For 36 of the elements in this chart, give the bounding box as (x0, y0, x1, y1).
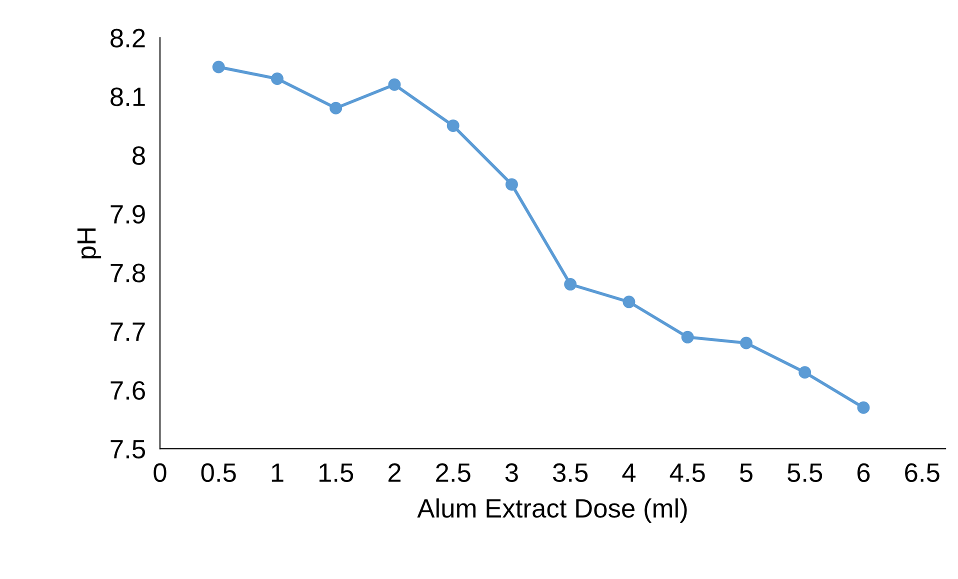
point (740, 336, 752, 350)
x-tick-label: 4 (622, 464, 636, 482)
x-tick-label: 1 (272, 464, 284, 482)
y-tick-label: 8 (132, 146, 145, 165)
point (857, 401, 870, 414)
point (330, 102, 342, 114)
x-tick-label: 0 (154, 463, 166, 482)
point (270, 72, 284, 85)
y-tick-label: 7.7 (110, 322, 145, 341)
x-tick-label: 2 (388, 463, 400, 482)
point (212, 60, 225, 74)
point (681, 330, 694, 344)
x-tick-label: 0.5 (201, 463, 236, 482)
x-tick-label: 3.5 (553, 463, 588, 482)
point (564, 278, 577, 291)
y-tick-label: 7.6 (110, 381, 145, 400)
x-tick-label: 5 (740, 464, 752, 482)
x-tick-label: 6.5 (905, 463, 940, 482)
x-tick-label: 1.5 (320, 464, 354, 482)
y-tick-label: 8.1 (110, 87, 145, 106)
y-tick-label: 7.9 (110, 204, 145, 224)
y-axis-title: pH (77, 228, 102, 258)
point (622, 296, 636, 308)
y-tick-label: 8.2 (110, 28, 145, 48)
y-tick-label: 7.5 (110, 440, 145, 459)
x-axis-title: Alum Extract Dose (ml) (417, 498, 687, 523)
point (388, 78, 401, 91)
x-tick-label: 6 (857, 463, 870, 482)
x-tick-label: 2.5 (436, 463, 470, 482)
x-tick-label: 5.5 (788, 464, 822, 482)
point (798, 366, 812, 379)
point (505, 178, 518, 191)
x-tick-label: 4.5 (670, 464, 705, 482)
x-tick-label: 3 (505, 463, 518, 482)
y-tick-label: 7.8 (110, 264, 145, 282)
point (446, 119, 460, 132)
